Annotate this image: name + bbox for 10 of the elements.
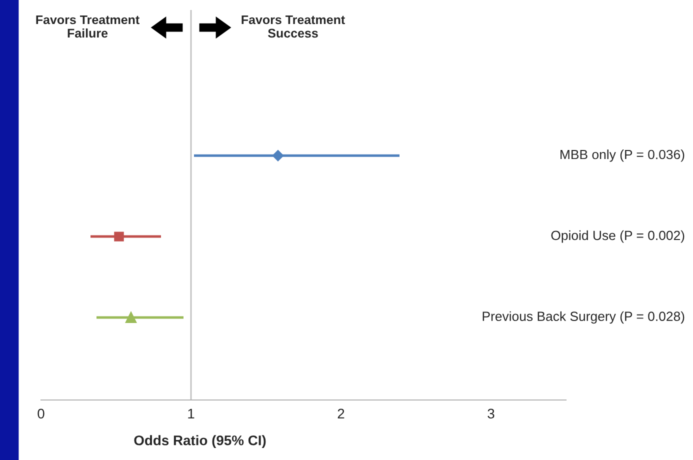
x-tick-label: 2 (338, 408, 344, 418)
x-tick-label: 0 (38, 408, 44, 419)
x-axis-title: Odds Ratio (95% CI) (134, 435, 266, 448)
text: Favors Treatment Failure (36, 15, 140, 38)
y-tick-label: Previous Back Surgery (P = 0.028) (482, 311, 684, 324)
x-tick-label: 3 (488, 408, 494, 419)
text: Favors Treatment Success (242, 15, 345, 38)
y-tick-label: MBB only (P = 0.036) (560, 149, 684, 162)
y-tick-label: Opioid Use (P = 0.002) (551, 230, 684, 243)
x-tick-label: 1 (188, 408, 194, 418)
